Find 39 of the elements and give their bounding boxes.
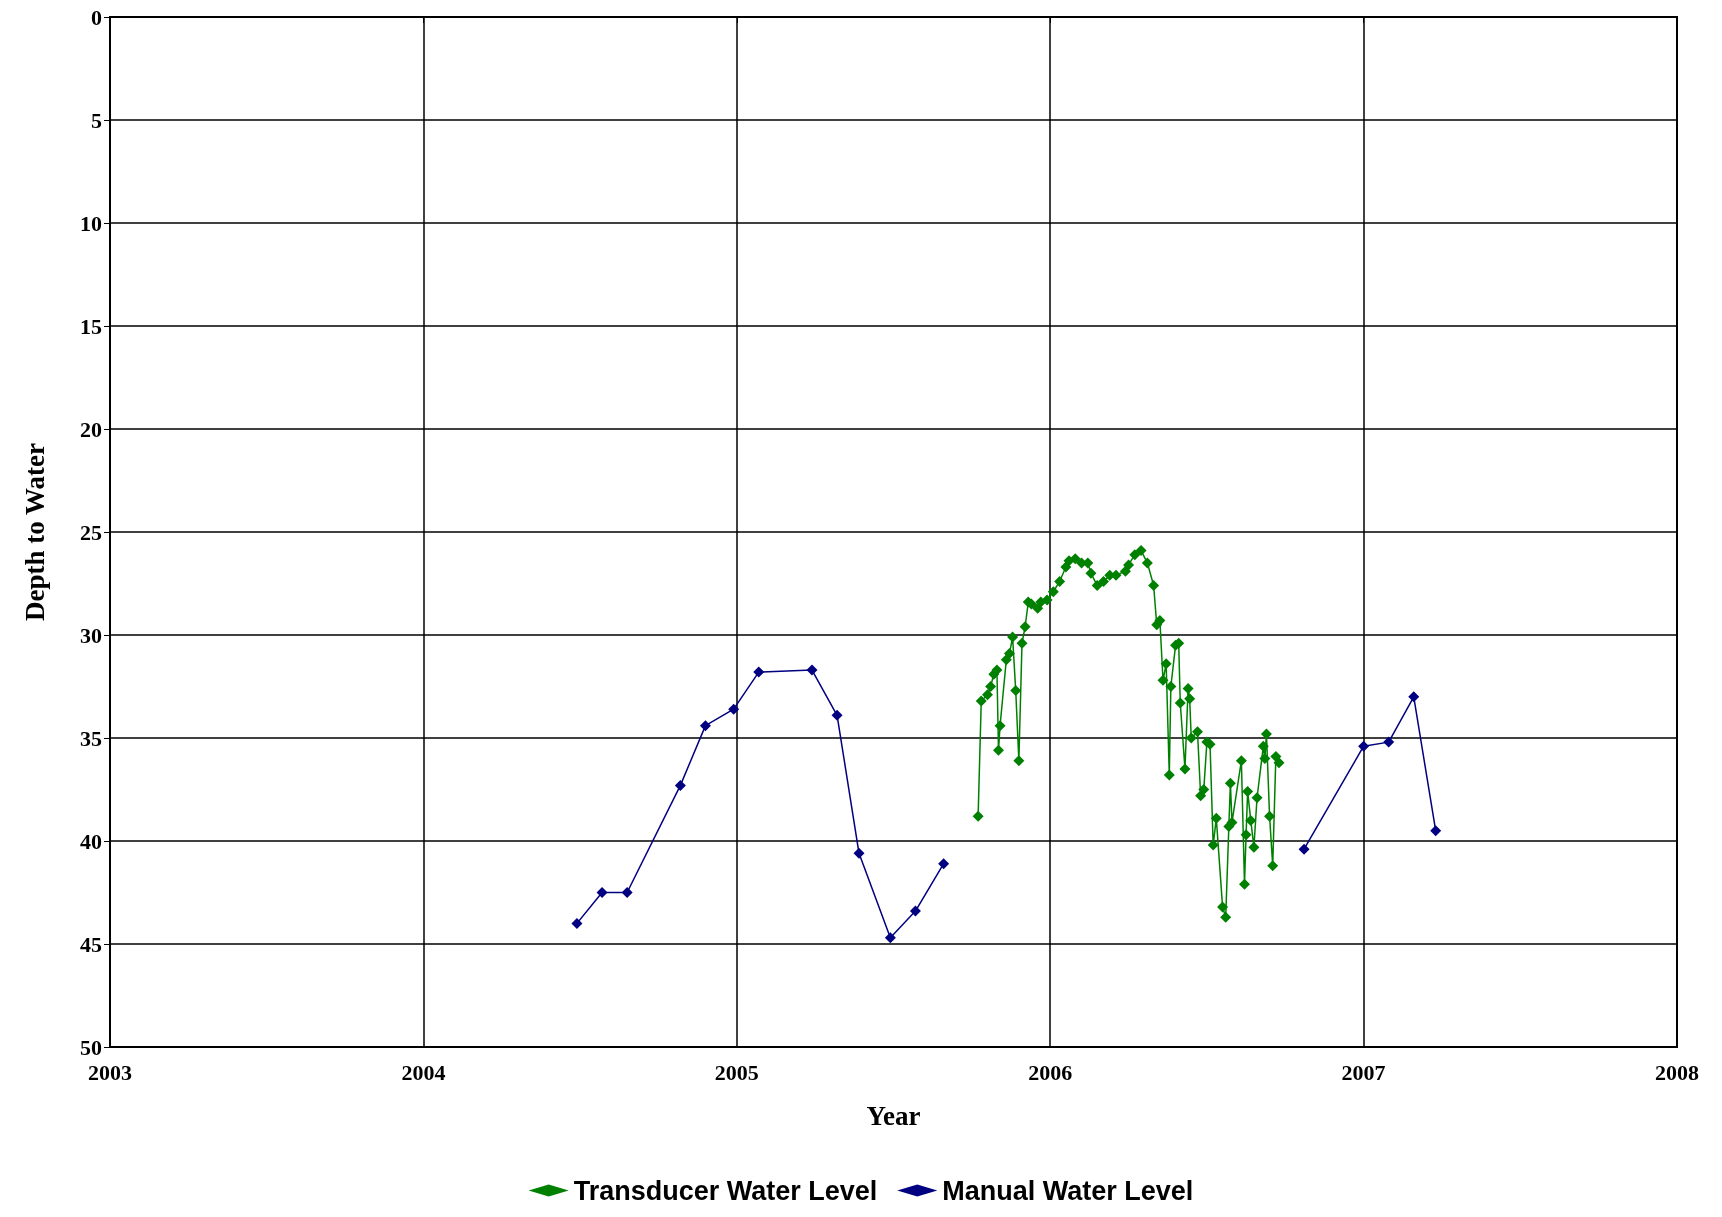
x-tick-label: 2007 — [1341, 1059, 1386, 1085]
y-tick-label: 10 — [80, 210, 102, 236]
point — [884, 932, 896, 944]
y-tick-label: 30 — [80, 622, 102, 648]
y-tick-label: 20 — [80, 416, 102, 442]
point — [674, 779, 686, 791]
legend-label: Manual Water Level — [942, 1175, 1194, 1206]
point — [853, 847, 865, 859]
point — [596, 887, 608, 898]
point — [1408, 691, 1420, 703]
x-tick-label: 2006 — [1028, 1059, 1073, 1085]
y-axis-title: Depth to Water — [19, 443, 50, 621]
point — [1298, 843, 1310, 855]
point — [728, 703, 740, 715]
y-tick-label: 35 — [80, 725, 102, 751]
point — [938, 858, 950, 870]
point — [699, 720, 711, 732]
point — [621, 887, 633, 898]
y-tick-label: 40 — [80, 828, 102, 854]
point — [1383, 736, 1395, 748]
point — [909, 905, 921, 917]
point — [1358, 740, 1370, 752]
y-tick-label: 15 — [80, 313, 102, 339]
point — [571, 917, 583, 929]
y-tick-label: 5 — [91, 107, 102, 133]
legend-label: Transducer Water Level — [573, 1175, 878, 1206]
x-axis-title: Year — [866, 1100, 921, 1131]
y-tick-label: 45 — [80, 931, 102, 957]
x-tick-label: 2008 — [1655, 1059, 1699, 1085]
y-tick-label: 25 — [80, 519, 102, 545]
x-tick-label: 2004 — [401, 1059, 446, 1085]
x-tick-label: 2005 — [714, 1059, 759, 1085]
point — [1430, 825, 1442, 837]
point — [806, 664, 818, 676]
point — [831, 709, 843, 721]
y-tick-label: 0 — [91, 4, 102, 30]
x-tick-label: 2003 — [88, 1059, 132, 1085]
y-tick-label: 50 — [80, 1034, 102, 1060]
point — [753, 666, 765, 678]
